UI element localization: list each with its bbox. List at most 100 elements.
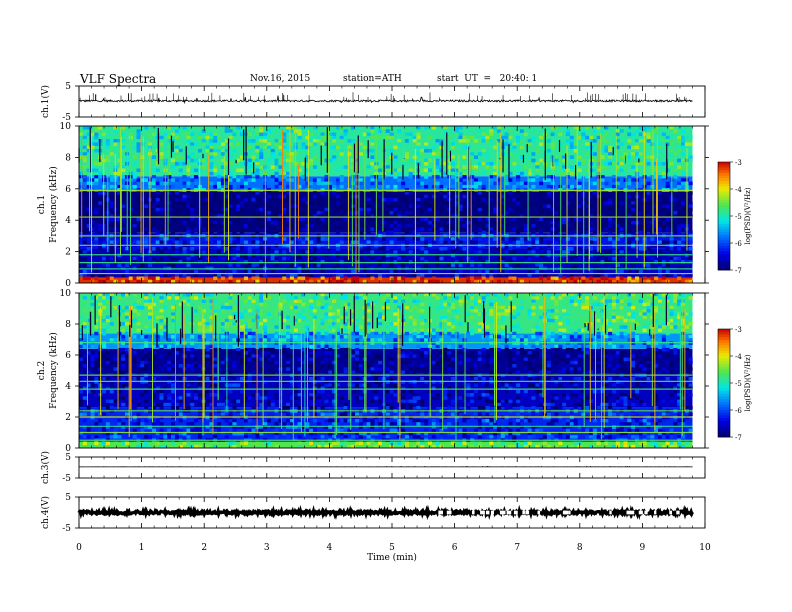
spectrogram-cell: [550, 175, 555, 179]
spectrogram-cell: [278, 181, 283, 186]
spectrogram-cell: [220, 393, 225, 397]
spectrogram-cell: [274, 256, 279, 261]
spectrogram-cell: [339, 204, 344, 209]
spectrogram-cell: [155, 338, 160, 342]
spectrogram-cell: [121, 168, 126, 173]
spectrogram-cell: [504, 178, 509, 182]
spectrogram-cell: [347, 198, 352, 202]
spectrogram-cell: [182, 181, 187, 186]
spectrogram-cell: [105, 142, 110, 146]
spectrogram-cell: [90, 435, 95, 439]
spectrogram-cell: [516, 263, 521, 267]
spectrogram-cell: [454, 247, 459, 251]
spectrogram-cell: [148, 435, 153, 439]
spectrogram-cell: [213, 299, 218, 303]
spectrogram-cell: [385, 230, 390, 235]
spectrogram-cell: [201, 318, 206, 323]
spectrogram-cell: [473, 247, 478, 251]
spectrogram-cell: [385, 253, 390, 258]
spectrogram-cell: [638, 132, 643, 137]
spectrogram-cell: [174, 412, 179, 416]
spectrogram-cell: [351, 204, 356, 209]
spectrogram-cell: [558, 132, 563, 137]
spectrogram-cell: [90, 220, 95, 225]
spectrogram-cell: [266, 165, 271, 169]
spectrogram-cell: [151, 354, 156, 358]
spectrogram-cell: [493, 145, 498, 150]
spectrogram-cell: [228, 240, 233, 245]
spectrogram-cell: [535, 201, 540, 205]
spectrogram-cell: [569, 247, 574, 251]
spectrogram-cell: [527, 162, 532, 166]
spectrogram-cell: [255, 142, 260, 146]
spectrogram-cell: [650, 184, 655, 189]
spectrogram-cell: [312, 214, 317, 218]
spectrogram-cell: [266, 194, 271, 199]
spectrogram-cell: [178, 309, 183, 313]
colorbar-step: [718, 243, 730, 247]
spectrogram-cell: [539, 276, 544, 281]
spectrogram-cell: [243, 322, 248, 326]
spectrogram-cell: [531, 224, 536, 228]
spectrogram-cell: [136, 276, 141, 281]
spectrogram-cell: [178, 418, 183, 423]
spectrogram-cell: [213, 198, 218, 202]
spectrogram-cell: [420, 211, 425, 215]
spectrogram-cell: [527, 168, 532, 173]
spectrogram-cell: [297, 168, 302, 173]
spectrogram-cell: [343, 237, 348, 241]
spectrogram-cell: [140, 171, 145, 176]
spectrogram-cell: [224, 302, 229, 307]
spectrogram-cell: [546, 178, 551, 182]
spectrogram-cell: [90, 360, 95, 365]
spectrogram-cell: [305, 181, 310, 186]
spectrogram-cell: [309, 158, 314, 163]
spectrogram-cell: [366, 273, 371, 277]
spectrogram-cell: [635, 142, 640, 146]
spectrogram-cell: [109, 302, 114, 307]
spectrogram-cell: [397, 237, 402, 241]
spectrogram-cell: [623, 260, 628, 264]
spectrogram-cell: [458, 171, 463, 176]
spectrogram-cell: [631, 165, 636, 169]
spectrogram-cell: [397, 276, 402, 281]
spectrogram-cell: [247, 299, 252, 303]
spectrogram-cell: [140, 296, 145, 300]
spectrogram-cell: [194, 273, 199, 277]
spectrogram-cell: [527, 237, 532, 241]
spectrogram-cell: [623, 211, 628, 215]
spectrogram-cell: [274, 312, 279, 316]
spectrogram-cell: [186, 364, 191, 368]
spectrogram-cell: [424, 145, 429, 150]
spectrogram-cell: [638, 139, 643, 143]
spectrogram-cell: [401, 184, 406, 189]
spectrogram-cell: [167, 263, 172, 267]
spectrogram-cell: [412, 139, 417, 143]
spectrogram-cell: [535, 269, 540, 274]
spectrogram-cell: [366, 253, 371, 258]
spectrogram-cell: [113, 399, 118, 404]
spectrogram-cell: [681, 129, 686, 133]
spectrogram-cell: [535, 148, 540, 153]
spectrogram-cell: [677, 158, 682, 163]
spectrogram-cell: [401, 204, 406, 209]
spectrogram-cell: [286, 211, 291, 215]
spectrogram-cell: [220, 431, 225, 436]
spectrogram-cell: [454, 191, 459, 195]
spectrogram-cell: [159, 240, 164, 245]
spectrogram-cell: [450, 145, 455, 150]
spectrogram-cell: [592, 230, 597, 235]
spectrogram-cell: [550, 227, 555, 231]
spectrogram-cell: [151, 253, 156, 258]
spectrogram-cell: [389, 253, 394, 258]
spectrogram-cell: [94, 351, 99, 355]
spectrogram-cell: [573, 220, 578, 225]
spectrogram-cell: [132, 318, 137, 323]
spectrogram-cell: [205, 357, 210, 362]
spectrogram-cell: [581, 129, 586, 133]
spectrogram-cell: [596, 198, 601, 202]
spectrogram-cell: [209, 224, 214, 228]
spectrogram-cell: [79, 250, 84, 254]
spectrogram-cell: [684, 260, 689, 264]
spectrogram-cell: [385, 247, 390, 251]
